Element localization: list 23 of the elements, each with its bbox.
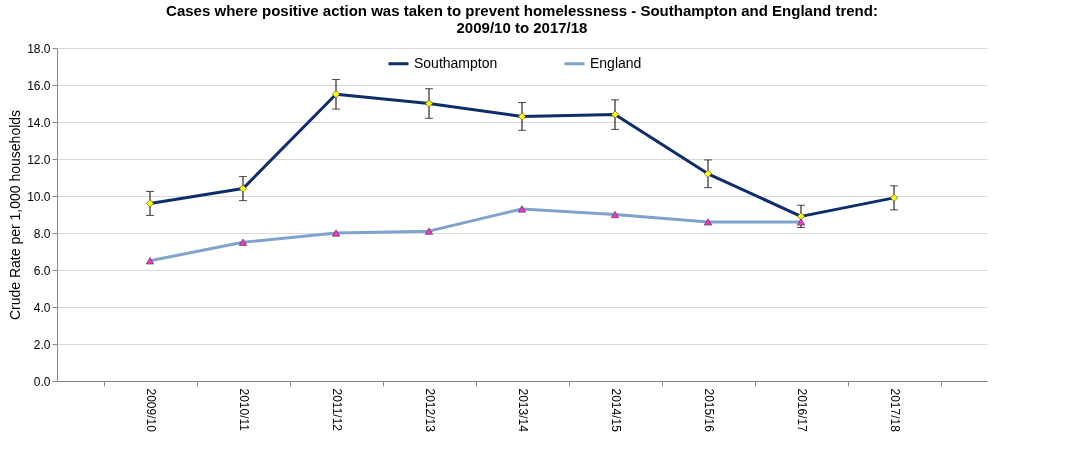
x-tick-label: 2015/16 bbox=[701, 388, 716, 433]
y-tick-label: 12.0 bbox=[27, 152, 51, 167]
x-tick-label: 2011/12 bbox=[329, 388, 344, 432]
legend-label: Southampton bbox=[414, 54, 498, 71]
y-tick-label: 6.0 bbox=[33, 263, 51, 278]
x-tick-label: 2012/13 bbox=[422, 388, 437, 433]
y-tick-label: 10.0 bbox=[27, 189, 51, 204]
x-tick-label: 2017/18 bbox=[887, 388, 902, 433]
x-tick-label: 2014/15 bbox=[608, 388, 623, 433]
chart-title: Cases where positive action was taken to prevent homelessness - Southampton and England trend: 2009/10 to 2017/18 bbox=[166, 2, 878, 36]
x-tick-label: 2009/10 bbox=[143, 388, 158, 433]
y-tick-label: 2.0 bbox=[33, 337, 51, 352]
y-tick-label: 4.0 bbox=[33, 300, 51, 315]
y-tick-label: 8.0 bbox=[33, 226, 51, 241]
y-tick-label: 16.0 bbox=[27, 78, 51, 93]
x-tick-label: 2010/11 bbox=[236, 388, 251, 432]
y-tick-label: 0.0 bbox=[33, 374, 51, 389]
y-tick-label: 18.0 bbox=[27, 41, 51, 56]
y-tick-label: 14.0 bbox=[27, 115, 51, 130]
x-tick-label: 2016/17 bbox=[794, 388, 809, 433]
legend-label: England bbox=[590, 54, 642, 71]
x-tick-label: 2013/14 bbox=[515, 388, 530, 433]
y-axis-title: Crude Rate per 1,000 households bbox=[7, 109, 24, 321]
